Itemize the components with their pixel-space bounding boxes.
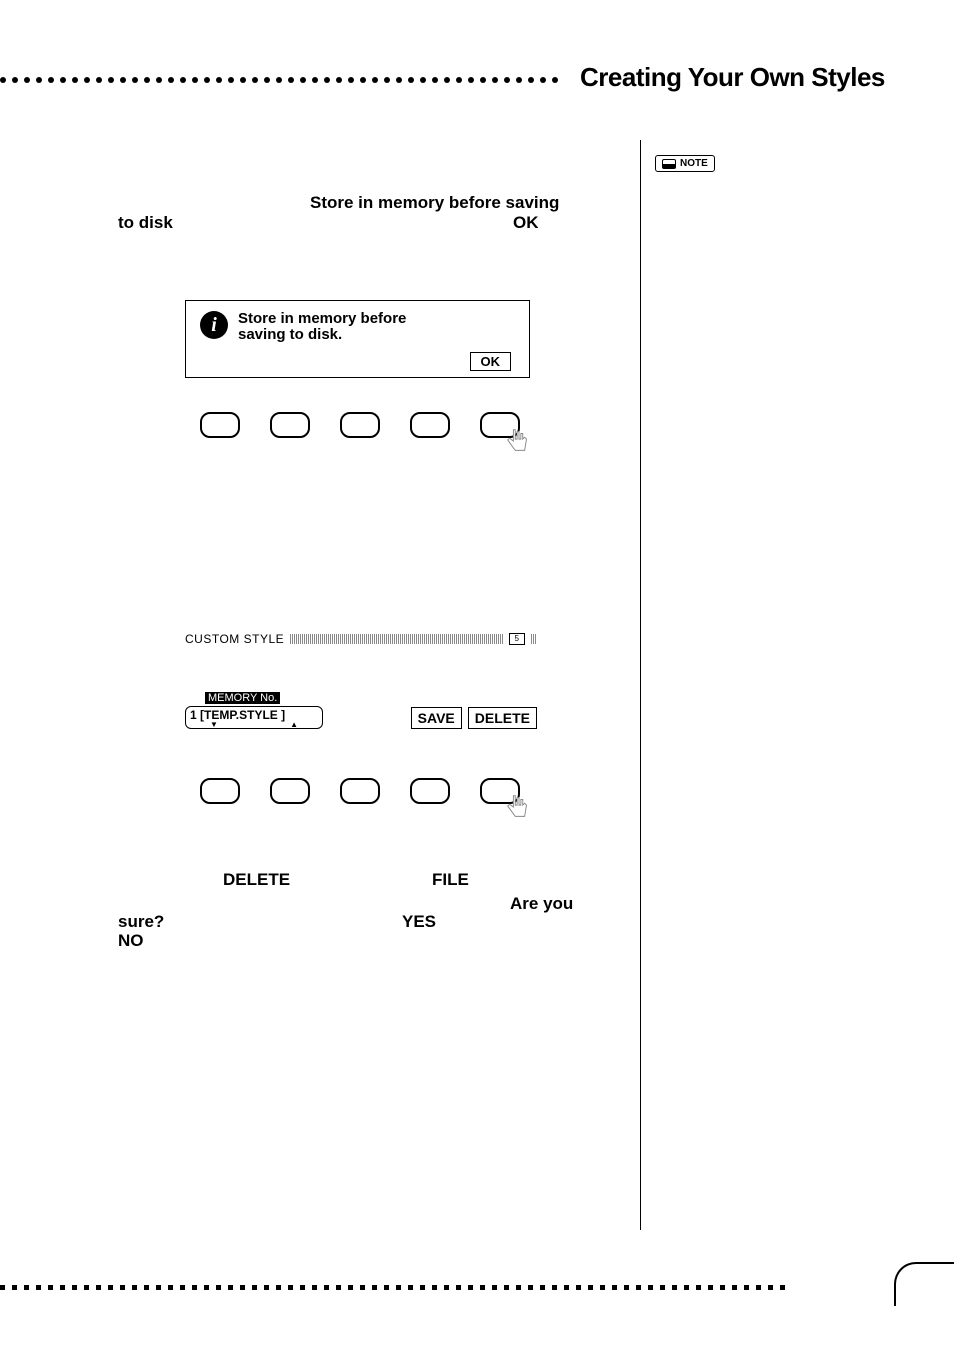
dialog-msg-line1: Store in memory before xyxy=(238,310,406,327)
custom-style-screen: CUSTOM STYLE 5 MEMORY No. 1 [TEMP.STYLE … xyxy=(185,632,537,729)
delete-button[interactable]: DELETE xyxy=(468,707,537,729)
dialog-message: Store in memory before saving to disk. xyxy=(238,311,406,343)
note-icon xyxy=(662,159,676,169)
hw-button-2[interactable] xyxy=(270,412,310,438)
note-label: NOTE xyxy=(680,158,708,169)
text-to-disk: to disk xyxy=(118,213,173,233)
memory-label: MEMORY No. xyxy=(205,692,280,704)
header-page-icon: 5 xyxy=(509,633,525,645)
dialog-msg-line2: saving to disk. xyxy=(238,326,342,343)
text-ok: OK xyxy=(513,213,539,233)
hardware-button-row-2 xyxy=(200,778,520,804)
info-icon: i xyxy=(200,311,228,339)
hand-cursor-icon xyxy=(504,426,534,456)
text-file: FILE xyxy=(432,870,469,890)
arrow-down-icon[interactable]: ▼ xyxy=(210,722,218,728)
header-pattern-end xyxy=(531,634,537,644)
memory-selector[interactable]: 1 [TEMP.STYLE ] ▼ ▲ xyxy=(185,706,323,729)
dialog-store-memory: i Store in memory before saving to disk.… xyxy=(185,300,530,378)
save-button[interactable]: SAVE xyxy=(411,707,462,729)
screen-header: CUSTOM STYLE 5 xyxy=(185,632,537,646)
memory-arrows: ▼ ▲ xyxy=(190,722,318,728)
text-yes: YES xyxy=(402,912,436,932)
text-no: NO xyxy=(118,931,144,951)
hw-button-b5-pressed[interactable] xyxy=(480,778,520,804)
hw-button-1[interactable] xyxy=(200,412,240,438)
page-title: Creating Your Own Styles xyxy=(580,62,885,93)
hardware-button-row-1 xyxy=(200,412,520,438)
hw-button-5-pressed[interactable] xyxy=(480,412,520,438)
hw-button-b1[interactable] xyxy=(200,778,240,804)
dialog-ok-button[interactable]: OK xyxy=(470,352,512,371)
arrow-up-icon[interactable]: ▲ xyxy=(290,722,298,728)
hand-cursor-icon xyxy=(504,792,534,822)
header-pattern xyxy=(290,634,503,644)
save-delete-group: SAVE DELETE xyxy=(411,707,537,729)
hw-button-b2[interactable] xyxy=(270,778,310,804)
decorative-dots-top xyxy=(0,75,570,85)
vertical-divider xyxy=(640,140,641,1230)
page-corner-decoration xyxy=(894,1262,954,1306)
memory-value: 1 [TEMP.STYLE ] xyxy=(190,708,285,722)
hw-button-b3[interactable] xyxy=(340,778,380,804)
hw-button-b4[interactable] xyxy=(410,778,450,804)
note-badge: NOTE xyxy=(655,155,715,172)
hw-button-4[interactable] xyxy=(410,412,450,438)
hw-button-3[interactable] xyxy=(340,412,380,438)
text-store-memory: Store in memory before saving xyxy=(310,193,559,213)
memory-number-group: MEMORY No. 1 [TEMP.STYLE ] ▼ ▲ xyxy=(185,688,323,729)
text-are-you: Are you xyxy=(510,894,573,914)
screen-title: CUSTOM STYLE xyxy=(185,632,284,646)
decorative-dots-bottom xyxy=(0,1282,790,1292)
text-delete: DELETE xyxy=(223,870,290,890)
text-sure: sure? xyxy=(118,912,164,932)
